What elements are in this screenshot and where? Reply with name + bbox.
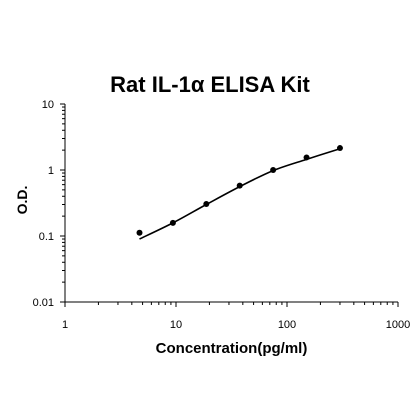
fit-curve: [139, 147, 341, 240]
y-tick-label: 0.01: [33, 297, 54, 309]
x-tick-label: 1: [62, 319, 68, 331]
y-tick-label: 1: [48, 165, 54, 177]
data-point: [136, 229, 143, 236]
x-tick-label: 10: [170, 319, 182, 331]
x-tick-label: 100: [278, 319, 296, 331]
data-point: [203, 201, 210, 208]
y-tick-label: 0.1: [39, 231, 54, 243]
x-axis-label: Concentration(pg/ml): [155, 340, 308, 357]
data-point: [270, 167, 277, 173]
data-point: [236, 182, 243, 189]
chart-title: Rat IL-1α ELISA Kit: [110, 72, 310, 97]
data-point: [336, 145, 343, 152]
y-tick-label: 10: [42, 99, 54, 111]
data-point: [303, 154, 310, 161]
data-point: [169, 219, 176, 226]
x-tick-label: 1000: [386, 319, 410, 331]
